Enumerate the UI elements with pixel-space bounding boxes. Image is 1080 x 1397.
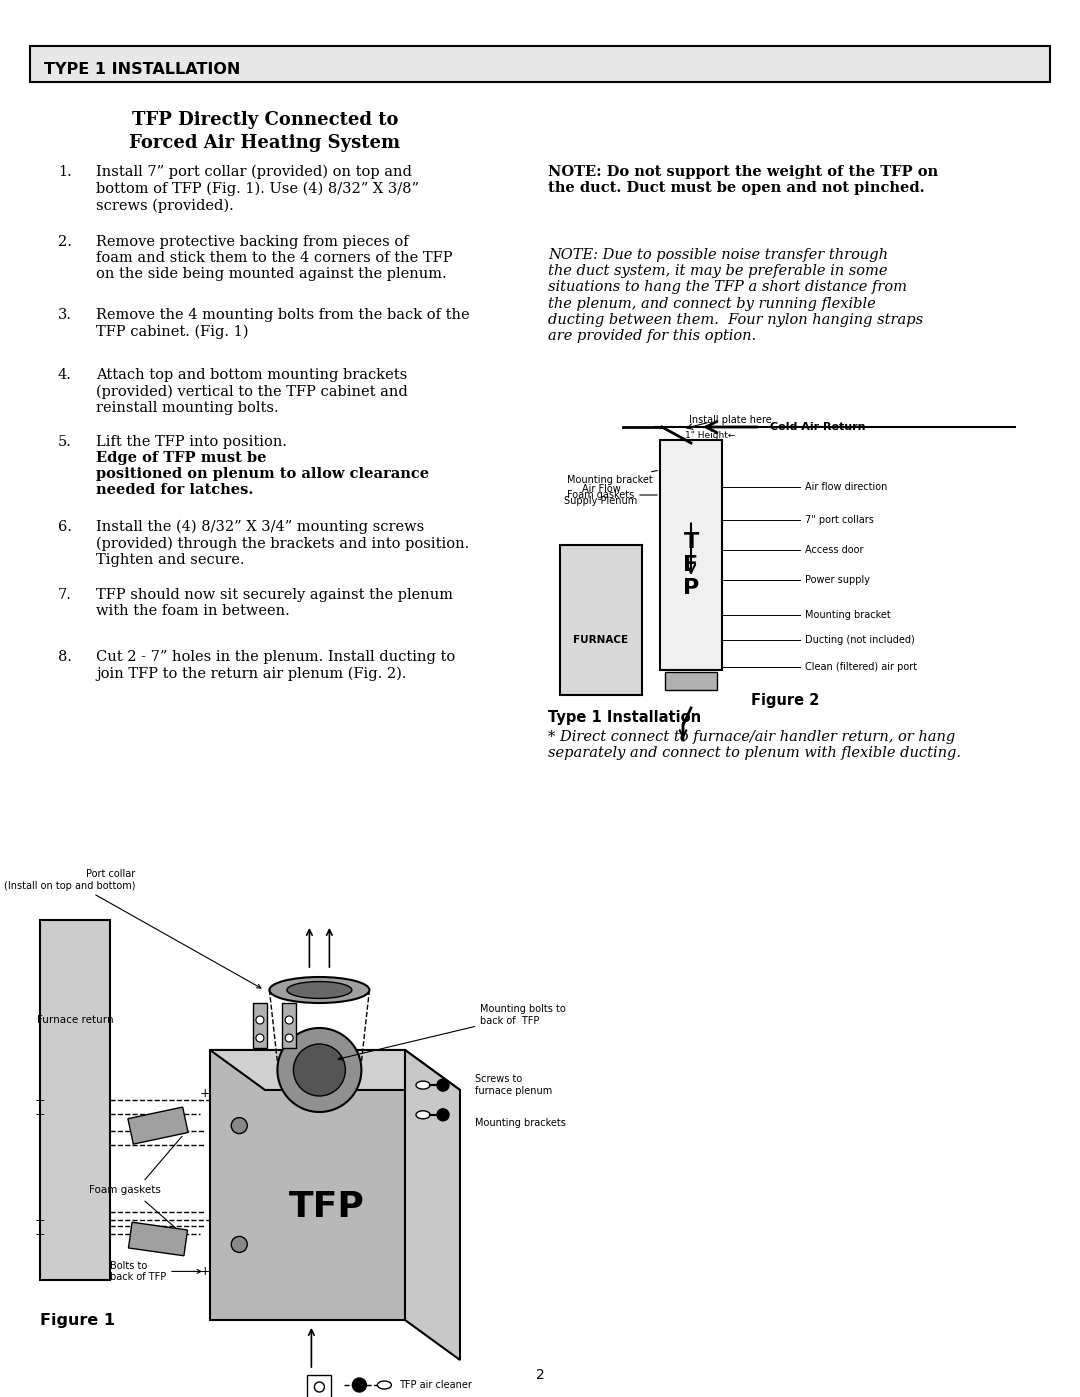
FancyBboxPatch shape [665, 672, 717, 690]
FancyBboxPatch shape [30, 46, 1050, 82]
Text: T
F
P: T F P [683, 532, 699, 598]
Circle shape [314, 1382, 324, 1391]
Text: 2: 2 [536, 1368, 544, 1382]
Text: 5.: 5. [58, 434, 72, 448]
Polygon shape [129, 1222, 188, 1256]
Circle shape [294, 1044, 346, 1097]
Text: Mounting bracket: Mounting bracket [567, 471, 658, 485]
Text: 4.: 4. [58, 367, 72, 381]
Text: Edge of TFP must be
positioned on plenum to allow clearance
needed for latches.: Edge of TFP must be positioned on plenum… [96, 451, 429, 497]
FancyBboxPatch shape [660, 440, 723, 671]
Text: Power supply: Power supply [805, 576, 870, 585]
Text: TFP: TFP [289, 1190, 365, 1224]
Text: +: + [35, 1108, 45, 1120]
Ellipse shape [377, 1382, 391, 1389]
Text: 1.: 1. [58, 165, 71, 179]
Polygon shape [127, 1106, 188, 1144]
Text: Bolts to
back of TFP: Bolts to back of TFP [110, 1260, 201, 1282]
Text: Install the (4) 8/32” X 3/4” mounting screws
(provided) through the brackets and: Install the (4) 8/32” X 3/4” mounting sc… [96, 520, 469, 567]
FancyBboxPatch shape [561, 545, 642, 694]
FancyBboxPatch shape [253, 1003, 267, 1048]
Circle shape [352, 1377, 366, 1391]
Circle shape [437, 1109, 449, 1120]
Text: Foam gaskets: Foam gaskets [89, 1186, 161, 1196]
Text: +: + [35, 1094, 45, 1106]
Ellipse shape [416, 1081, 430, 1090]
Text: Remove protective backing from pieces of
foam and stick them to the 4 corners of: Remove protective backing from pieces of… [96, 235, 453, 281]
Circle shape [278, 1028, 362, 1112]
Text: Port collar
(Install on top and bottom): Port collar (Install on top and bottom) [3, 869, 261, 988]
Text: +: + [200, 1264, 211, 1278]
Polygon shape [210, 1051, 460, 1090]
Text: +: + [35, 1214, 45, 1227]
Text: Furnace return: Furnace return [37, 1016, 113, 1025]
Text: 3.: 3. [58, 307, 72, 321]
Text: * Direct connect to furnace/air handler return, or hang
separately and connect t: * Direct connect to furnace/air handler … [548, 731, 961, 760]
Text: Foam gaskets: Foam gaskets [567, 490, 658, 500]
Text: Air flow direction: Air flow direction [805, 482, 888, 492]
Text: FURNACE: FURNACE [573, 636, 629, 645]
Text: TFP should now sit securely against the plenum
with the foam in between.: TFP should now sit securely against the … [96, 588, 453, 619]
Circle shape [256, 1034, 264, 1042]
Text: Figure 1: Figure 1 [40, 1313, 114, 1327]
Text: TYPE 1 INSTALLATION: TYPE 1 INSTALLATION [44, 63, 241, 77]
Text: Install 7” port collar (provided) on top and
bottom of TFP (Fig. 1). Use (4) 8/3: Install 7” port collar (provided) on top… [96, 165, 419, 212]
Ellipse shape [416, 1111, 430, 1119]
Text: Screws to
furnace plenum: Screws to furnace plenum [475, 1074, 552, 1095]
Text: NOTE: Do not support the weight of the TFP on
the duct. Duct must be open and no: NOTE: Do not support the weight of the T… [548, 165, 939, 196]
Text: Air Flow
Supply Plenum: Air Flow Supply Plenum [565, 485, 637, 506]
Text: Ducting (not included): Ducting (not included) [805, 636, 915, 645]
Circle shape [256, 1016, 264, 1024]
Text: 7.: 7. [58, 588, 72, 602]
Ellipse shape [287, 982, 352, 999]
FancyBboxPatch shape [282, 1003, 296, 1048]
Circle shape [231, 1236, 247, 1252]
Text: 7" port collars: 7" port collars [805, 515, 874, 525]
Text: Cold Air Return: Cold Air Return [770, 422, 865, 432]
Text: 2.: 2. [58, 235, 72, 249]
Polygon shape [308, 1375, 332, 1397]
Polygon shape [210, 1051, 405, 1320]
Text: TFP air cleaner: TFP air cleaner [400, 1380, 472, 1390]
Text: 6.: 6. [58, 520, 72, 534]
FancyBboxPatch shape [665, 440, 717, 460]
Text: TFP Directly Connected to: TFP Directly Connected to [132, 110, 399, 129]
Text: Mounting brackets: Mounting brackets [475, 1118, 566, 1127]
Text: NOTE: Due to possible noise transfer through
the duct system, it may be preferab: NOTE: Due to possible noise transfer thr… [548, 249, 923, 344]
Text: Install plate here: Install plate here [689, 415, 771, 425]
Circle shape [285, 1034, 293, 1042]
Circle shape [437, 1078, 449, 1091]
Polygon shape [405, 1051, 460, 1361]
Text: 1" Height←: 1" Height← [685, 430, 735, 440]
Text: Cut 2 - 7” holes in the plenum. Install ducting to
join TFP to the return air pl: Cut 2 - 7” holes in the plenum. Install … [96, 650, 456, 680]
Text: 8.: 8. [58, 650, 72, 664]
Text: Remove the 4 mounting bolts from the back of the
TFP cabinet. (Fig. 1): Remove the 4 mounting bolts from the bac… [96, 307, 470, 338]
Text: Mounting bolts to
back of  TFP: Mounting bolts to back of TFP [338, 1004, 566, 1060]
Ellipse shape [269, 977, 369, 1003]
Text: Clean (filtered) air port: Clean (filtered) air port [805, 662, 917, 672]
Text: Attach top and bottom mounting brackets
(provided) vertical to the TFP cabinet a: Attach top and bottom mounting brackets … [96, 367, 408, 415]
Text: +: + [35, 1228, 45, 1241]
Text: Lift the TFP into position.: Lift the TFP into position. [96, 434, 292, 448]
Circle shape [285, 1016, 293, 1024]
Text: Type 1 Installation: Type 1 Installation [548, 710, 701, 725]
Text: Mounting bracket: Mounting bracket [805, 610, 891, 620]
Circle shape [231, 1118, 247, 1133]
Text: +: + [200, 1087, 211, 1099]
Text: Forced Air Heating System: Forced Air Heating System [130, 134, 401, 152]
Text: Access door: Access door [805, 545, 864, 555]
Text: Figure 2: Figure 2 [751, 693, 820, 707]
Polygon shape [40, 921, 110, 1280]
